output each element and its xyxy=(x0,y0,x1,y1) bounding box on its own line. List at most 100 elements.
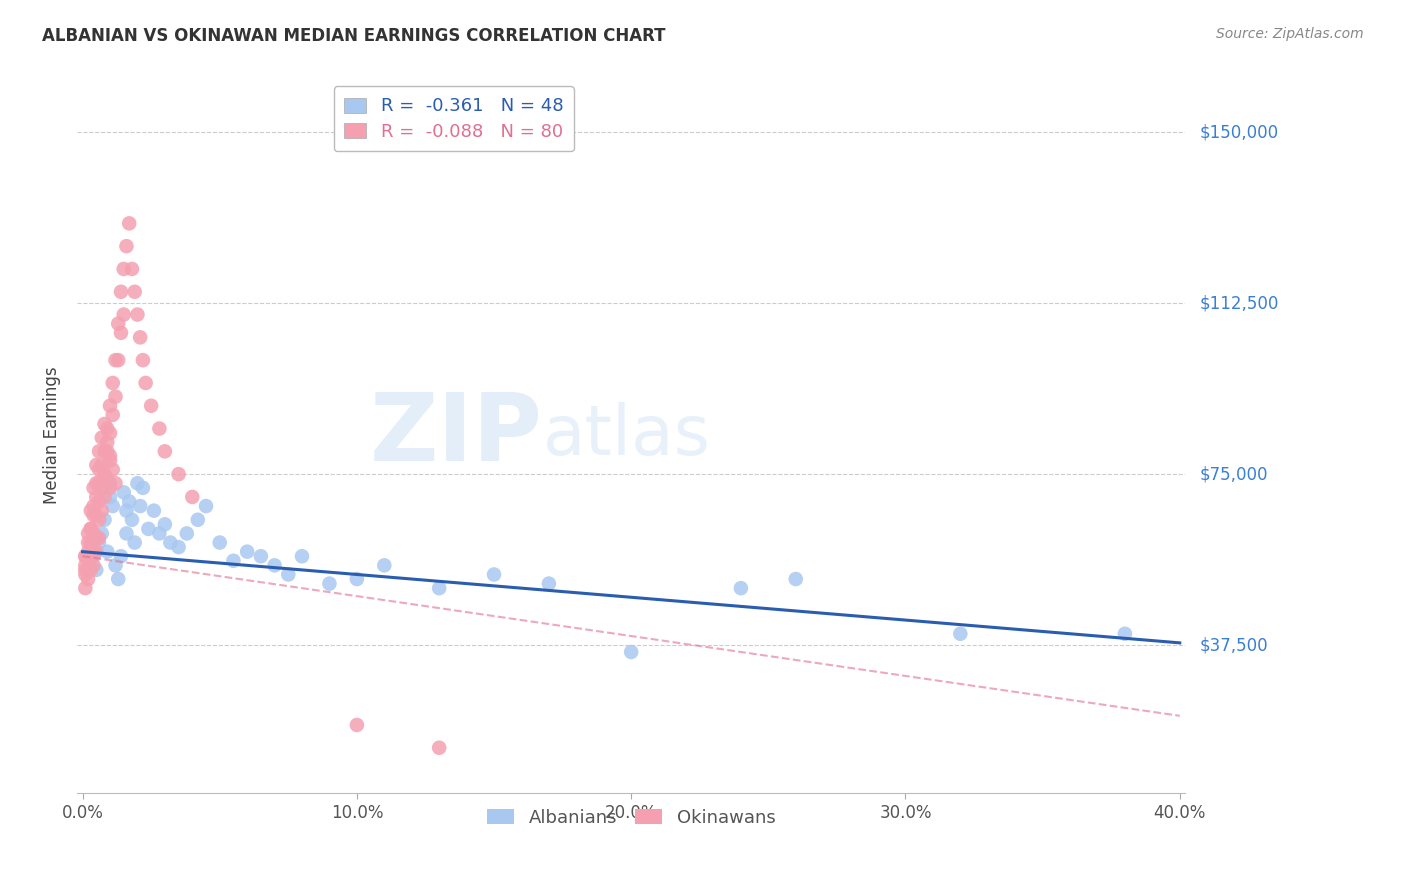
Point xyxy=(75,563,97,577)
Point xyxy=(93,513,115,527)
Point xyxy=(129,330,152,344)
Point xyxy=(90,458,112,472)
Point xyxy=(75,567,97,582)
Point xyxy=(110,549,132,564)
Point xyxy=(98,453,121,467)
Text: $37,500: $37,500 xyxy=(1199,636,1268,654)
Y-axis label: Median Earnings: Median Earnings xyxy=(44,367,60,504)
Point xyxy=(83,508,105,523)
Point xyxy=(96,444,118,458)
Point xyxy=(167,467,190,482)
Point xyxy=(80,522,103,536)
Point xyxy=(107,317,129,331)
Point xyxy=(373,558,395,573)
Point xyxy=(77,544,100,558)
Point xyxy=(83,499,105,513)
Point xyxy=(132,481,155,495)
Point xyxy=(75,558,97,573)
Point xyxy=(83,558,105,573)
Point xyxy=(291,549,314,564)
Point xyxy=(93,417,115,431)
Point xyxy=(87,513,110,527)
Text: atlas: atlas xyxy=(543,402,710,469)
Point xyxy=(98,481,121,495)
Text: $75,000: $75,000 xyxy=(1199,465,1268,483)
Point xyxy=(112,308,135,322)
Point xyxy=(98,449,121,463)
Point xyxy=(87,531,110,545)
Point xyxy=(77,535,100,549)
Point xyxy=(138,522,160,536)
Point xyxy=(98,426,121,441)
Text: $112,500: $112,500 xyxy=(1199,294,1278,312)
Point xyxy=(80,503,103,517)
Point xyxy=(250,549,273,564)
Point xyxy=(77,526,100,541)
Point xyxy=(96,544,118,558)
Point xyxy=(77,563,100,577)
Point xyxy=(93,467,115,482)
Point xyxy=(135,376,157,390)
Point xyxy=(482,567,505,582)
Text: ALBANIAN VS OKINAWAN MEDIAN EARNINGS CORRELATION CHART: ALBANIAN VS OKINAWAN MEDIAN EARNINGS COR… xyxy=(42,27,665,45)
Point xyxy=(110,326,132,340)
Point xyxy=(277,567,299,582)
Point xyxy=(98,490,121,504)
Point xyxy=(84,544,107,558)
Point xyxy=(84,563,107,577)
Point xyxy=(112,485,135,500)
Point xyxy=(90,526,112,541)
Point xyxy=(427,740,450,755)
Legend: Albanians, Okinawans: Albanians, Okinawans xyxy=(479,802,783,834)
Point xyxy=(83,549,105,564)
Point xyxy=(318,576,340,591)
Point xyxy=(176,526,198,541)
Point xyxy=(537,576,560,591)
Point xyxy=(132,353,155,368)
Point xyxy=(96,421,118,435)
Point xyxy=(195,499,218,513)
Point xyxy=(263,558,285,573)
Point xyxy=(101,376,124,390)
Point xyxy=(127,476,149,491)
Point xyxy=(87,535,110,549)
Point xyxy=(129,499,152,513)
Point xyxy=(142,503,165,517)
Point xyxy=(124,285,146,299)
Point xyxy=(93,490,115,504)
Point xyxy=(148,526,170,541)
Point xyxy=(98,476,121,491)
Point xyxy=(121,513,143,527)
Point xyxy=(110,285,132,299)
Point xyxy=(77,549,100,564)
Point xyxy=(101,462,124,476)
Point xyxy=(75,549,97,564)
Point xyxy=(208,535,231,549)
Text: ZIP: ZIP xyxy=(370,390,543,482)
Point xyxy=(84,458,107,472)
Point xyxy=(83,544,105,558)
Point xyxy=(93,444,115,458)
Point xyxy=(83,526,105,541)
Point xyxy=(346,718,368,732)
Point xyxy=(107,572,129,586)
Point xyxy=(75,549,97,564)
Point xyxy=(96,435,118,450)
Point xyxy=(730,581,752,595)
Point xyxy=(84,508,107,523)
Point xyxy=(118,494,141,508)
Point xyxy=(118,216,141,230)
Point xyxy=(427,581,450,595)
Point xyxy=(127,308,149,322)
Point xyxy=(90,503,112,517)
Point xyxy=(84,490,107,504)
Point xyxy=(153,444,176,458)
Point xyxy=(80,522,103,536)
Point xyxy=(87,494,110,508)
Point xyxy=(121,262,143,277)
Point xyxy=(80,563,103,577)
Point xyxy=(785,572,807,586)
Point xyxy=(80,535,103,549)
Point xyxy=(104,353,127,368)
Point xyxy=(104,390,127,404)
